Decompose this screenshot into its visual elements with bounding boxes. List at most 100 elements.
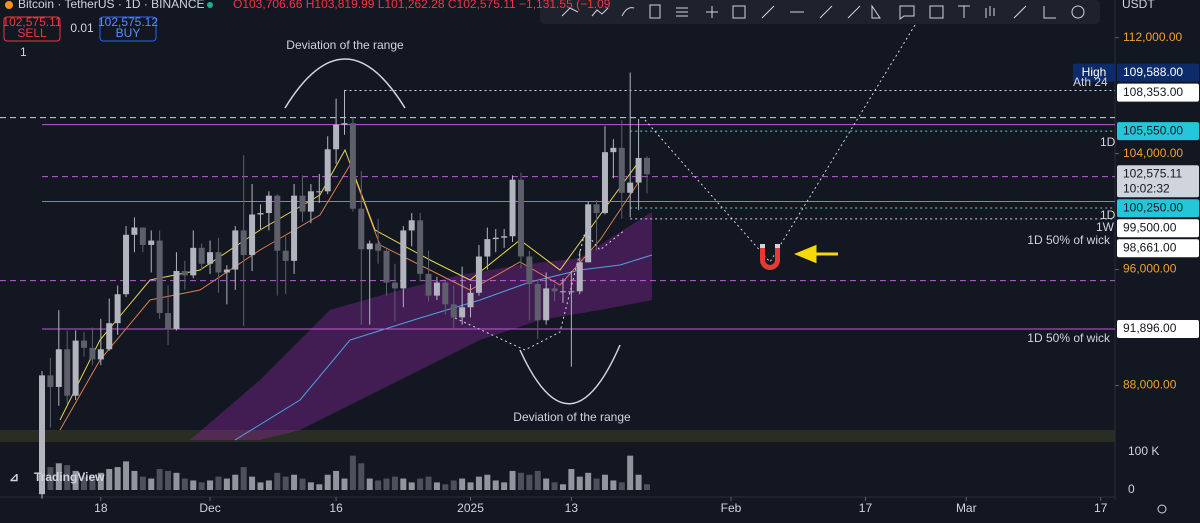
- volume-bar: [433, 482, 440, 490]
- candle-body: [156, 240, 163, 314]
- volume-bar: [265, 480, 272, 490]
- candle-body: [366, 243, 373, 250]
- y-tick-label: 104,000.00: [1123, 146, 1183, 160]
- y-tick-label: 112,000.00: [1123, 30, 1182, 44]
- volume-bar: [333, 470, 340, 490]
- symbol: Bitcoin · TetherUS · 1D · BINANCE: [18, 0, 205, 11]
- price-badge: [1117, 122, 1199, 141]
- toolbar-icons: [561, 4, 1085, 20]
- price-countdown: 10:02:32: [1123, 181, 1170, 195]
- volume-tick-label: 0: [1128, 482, 1135, 496]
- volume-bar: [643, 484, 650, 490]
- volume-bar: [358, 463, 365, 490]
- volume-bar: [316, 484, 323, 490]
- sell-price: 102,575.11: [2, 15, 61, 29]
- price-badge: [1117, 219, 1199, 238]
- candle-body: [114, 294, 121, 324]
- candle-body: [408, 220, 415, 231]
- volume-bar: [576, 476, 583, 490]
- volume-bar: [585, 472, 592, 490]
- volume-bar: [349, 455, 356, 490]
- volume-bar: [543, 478, 550, 490]
- arc: [519, 344, 621, 405]
- candle-body: [55, 349, 62, 387]
- annotation: 1D 50% of wick: [1027, 331, 1111, 345]
- volume-bar: [165, 470, 172, 490]
- volume-bar: [450, 480, 457, 490]
- volume-bar: [635, 474, 642, 490]
- candle-body: [517, 179, 524, 257]
- candle-body: [299, 195, 306, 212]
- volume-bar: [89, 474, 96, 490]
- candle-body: [635, 157, 642, 183]
- candle-body: [601, 152, 608, 214]
- candle-body: [72, 340, 79, 396]
- settings-icon[interactable]: [1157, 504, 1167, 514]
- volume-bar: [97, 472, 104, 490]
- volume-bar: [627, 455, 634, 490]
- candle-body: [526, 256, 533, 285]
- buy-button[interactable]: [99, 16, 157, 42]
- candle-body: [400, 230, 407, 289]
- price-label: 98,661.00: [1123, 240, 1177, 254]
- volume-bar: [425, 476, 432, 490]
- volume-bar: [568, 469, 575, 490]
- candle-body: [232, 230, 239, 270]
- price-label: 100,250.00: [1123, 200, 1183, 214]
- candle-body: [433, 282, 440, 296]
- price-tag: [1073, 63, 1115, 82]
- candle-body: [47, 375, 54, 387]
- volume-bar: [64, 465, 71, 490]
- candle-body: [383, 250, 390, 283]
- x-tick-label: Mar: [956, 501, 977, 515]
- candle-body: [391, 282, 398, 289]
- volume-bar: [417, 478, 424, 490]
- annotation: 1D: [1100, 135, 1116, 149]
- sell-button[interactable]: [3, 16, 61, 42]
- candle-body: [249, 214, 256, 256]
- candle-body: [148, 240, 155, 245]
- candle-body: [618, 147, 625, 193]
- candle-body: [509, 179, 516, 237]
- candle-body: [106, 323, 113, 350]
- candle-body: [627, 182, 634, 193]
- candle-body: [543, 288, 550, 321]
- candle-body: [89, 347, 96, 360]
- volume-bar: [240, 467, 247, 490]
- candle-body: [442, 282, 449, 305]
- volume-bar: [307, 482, 314, 490]
- candle-body: [39, 375, 46, 495]
- annotation: 1D 50% of wick: [1027, 233, 1111, 247]
- volume-bar: [551, 482, 558, 490]
- annotation: Ath 24: [1073, 75, 1108, 89]
- volume-bar: [383, 478, 390, 490]
- indicator-band: [190, 212, 652, 440]
- candle-body: [97, 349, 104, 360]
- volume-bar: [123, 461, 130, 490]
- sell-label: SELL: [17, 26, 47, 40]
- indicator-line: [234, 254, 653, 441]
- volume-bar: [190, 480, 197, 490]
- volume-bar: [391, 476, 398, 490]
- volume-bar: [324, 474, 331, 490]
- volume-bar: [509, 470, 516, 490]
- candle-body: [139, 227, 146, 245]
- volume-bar: [72, 470, 79, 490]
- volume-bar: [601, 474, 608, 490]
- volume-bar: [156, 469, 163, 490]
- x-tick-label: 17: [859, 501, 873, 515]
- buy-price: 102,575.12: [98, 15, 158, 29]
- candle-body: [643, 157, 650, 175]
- candle-body: [215, 252, 222, 273]
- logo: TradingView: [34, 470, 105, 484]
- x-tick-label: 2025: [457, 501, 484, 515]
- volume-bar: [131, 470, 138, 490]
- price-badge: [1117, 199, 1199, 218]
- x-tick-label: 16: [329, 501, 343, 515]
- candle-body: [240, 230, 247, 256]
- price-badge: [1117, 239, 1199, 258]
- price-label: 102,575.11: [1123, 166, 1182, 180]
- candle-body: [181, 271, 188, 276]
- indicator-count: 1: [20, 45, 27, 59]
